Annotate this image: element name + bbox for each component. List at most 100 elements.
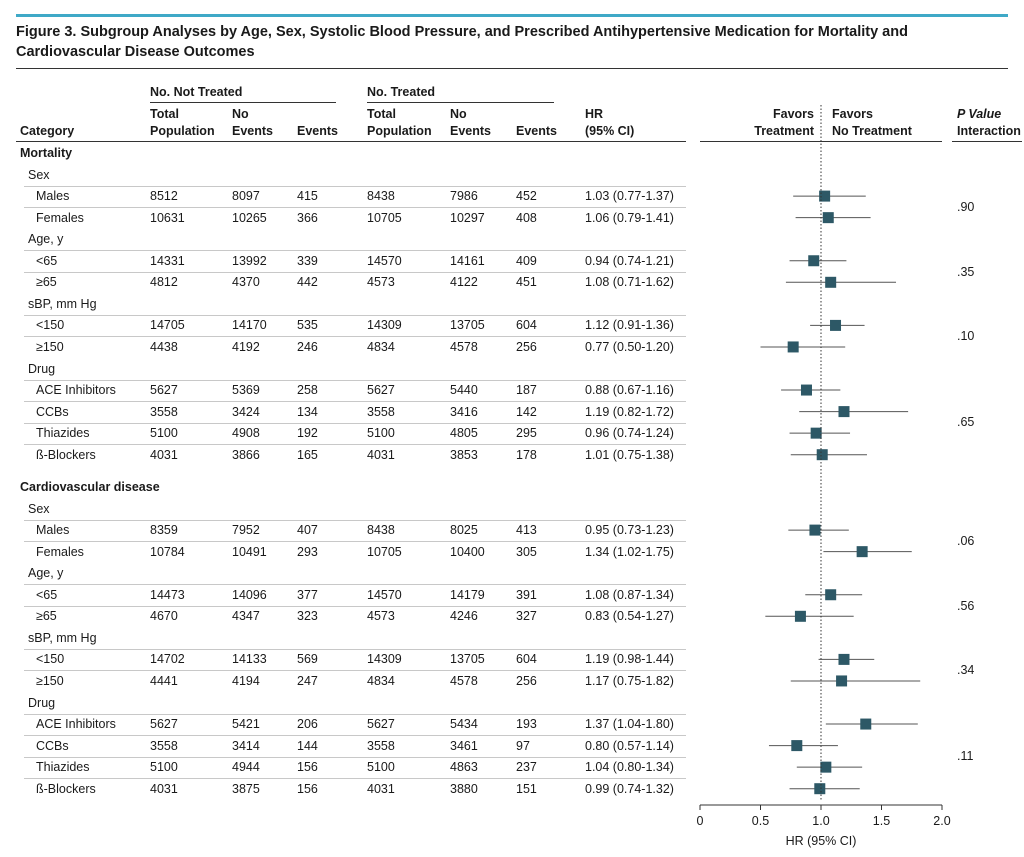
cell-t-events: 187: [516, 383, 537, 398]
cell-nt-total: 14473: [150, 587, 185, 602]
row-label: ACE Inhibitors: [36, 383, 116, 398]
cell-nt-no-events: 3414: [232, 738, 260, 753]
header-favors-treatment-2: Treatment: [754, 124, 814, 138]
cell-hr-text: 1.37 (1.04-1.80): [585, 717, 674, 732]
accent-top-rule: [16, 14, 1008, 17]
row-separator: [24, 379, 686, 381]
subgroup-label: Age, y: [28, 566, 64, 581]
cell-t-total: 14309: [367, 318, 402, 333]
row-label: <150: [36, 652, 65, 667]
row-label: <150: [36, 318, 65, 333]
cell-nt-no-events: 10265: [232, 210, 267, 225]
cell-t-no-events: 3416: [450, 404, 478, 419]
cell-t-total: 4031: [367, 781, 395, 796]
figure-title: Figure 3. Subgroup Analyses by Age, Sex,…: [16, 24, 908, 60]
cell-hr-text: 1.01 (0.75-1.38): [585, 447, 674, 462]
row-separator: [24, 541, 686, 543]
cell-hr-text: 0.83 (0.54-1.27): [585, 609, 674, 624]
cell-t-no-events: 13705: [450, 652, 485, 667]
cell-nt-events: 535: [297, 318, 318, 333]
header-favors-treatment-1: Favors: [773, 107, 814, 121]
cell-nt-events: 258: [297, 383, 318, 398]
cell-nt-events: 366: [297, 210, 318, 225]
cell-t-events: 451: [516, 275, 537, 290]
row-label: ≥65: [36, 275, 57, 290]
cell-t-total: 3558: [367, 738, 395, 753]
cell-nt-total: 8512: [150, 189, 178, 204]
cell-nt-events: 156: [297, 760, 318, 775]
cell-nt-events: 415: [297, 189, 318, 204]
hr-point: [810, 427, 822, 439]
cell-nt-total: 10784: [150, 544, 185, 559]
cell-nt-events: 144: [297, 738, 318, 753]
cell-t-no-events: 4863: [450, 760, 478, 775]
cell-nt-total: 14331: [150, 253, 185, 268]
cell-t-events: 604: [516, 652, 537, 667]
cell-nt-events: 339: [297, 253, 318, 268]
hr-point: [816, 449, 828, 461]
p-interaction-value: .11: [957, 749, 974, 764]
row-label: ≥150: [36, 339, 64, 354]
row-separator: [24, 605, 686, 607]
p-interaction-value: .35: [957, 264, 975, 279]
row-label: <65: [36, 253, 58, 268]
row-label: Thiazides: [36, 760, 90, 775]
cell-nt-total: 4438: [150, 339, 178, 354]
cell-nt-events: 206: [297, 717, 318, 732]
cell-t-total: 4834: [367, 673, 395, 688]
subgroup-label: Sex: [28, 167, 50, 182]
cell-hr-text: 1.08 (0.71-1.62): [585, 275, 674, 290]
cell-hr-text: 0.80 (0.57-1.14): [585, 738, 674, 753]
row-separator: [24, 519, 686, 521]
cell-nt-events: 569: [297, 652, 318, 667]
row-label: Females: [36, 544, 84, 559]
header-t-total-2: Population: [367, 124, 432, 138]
header-not-treated-rule: [150, 102, 336, 103]
hr-point: [819, 190, 831, 202]
subgroup-label: Age, y: [28, 232, 64, 247]
cell-nt-total: 14702: [150, 652, 185, 667]
row-label: ß-Blockers: [36, 781, 96, 796]
cell-t-events: 391: [516, 587, 537, 602]
cell-nt-total: 10631: [150, 210, 185, 225]
cell-t-no-events: 3461: [450, 738, 478, 753]
subgroup-label: Drug: [28, 361, 56, 376]
row-separator: [24, 713, 686, 715]
row-separator: [24, 250, 686, 252]
subgroup-label: Drug: [28, 695, 56, 710]
row-separator: [24, 336, 686, 338]
x-axis-label: HR (95% CI): [786, 834, 857, 848]
cell-t-total: 5627: [367, 383, 395, 398]
cell-nt-events: 293: [297, 544, 318, 559]
row-separator: [24, 756, 686, 758]
hr-point: [820, 761, 832, 773]
cell-t-total: 14309: [367, 652, 402, 667]
cell-nt-no-events: 4908: [232, 426, 260, 441]
cell-t-events: 295: [516, 426, 537, 441]
row-label: Females: [36, 210, 84, 225]
row-separator: [24, 670, 686, 672]
cell-nt-no-events: 3875: [232, 781, 260, 796]
cell-nt-total: 4670: [150, 609, 178, 624]
subgroup-label: sBP, mm Hg: [28, 630, 97, 645]
cell-hr-text: 1.19 (0.82-1.72): [585, 404, 674, 419]
cell-t-total: 8438: [367, 523, 395, 538]
row-separator: [24, 584, 686, 586]
header-category: Category: [20, 124, 75, 138]
header-treated: No. Treated: [367, 85, 436, 99]
cell-nt-total: 3558: [150, 738, 178, 753]
cell-t-total: 5627: [367, 717, 395, 732]
p-interaction-value: .10: [957, 329, 975, 344]
cell-nt-no-events: 3424: [232, 404, 260, 419]
cell-t-no-events: 4805: [450, 426, 478, 441]
cell-t-total: 10705: [367, 210, 402, 225]
cell-t-events: 178: [516, 447, 537, 462]
row-label: Males: [36, 189, 70, 204]
cell-t-no-events: 4578: [450, 339, 478, 354]
row-separator: [24, 735, 686, 737]
cell-t-total: 10705: [367, 544, 402, 559]
x-tick-label: 1.0: [812, 814, 829, 828]
header-t-total-1: Total: [367, 107, 396, 121]
row-separator: [24, 778, 686, 780]
